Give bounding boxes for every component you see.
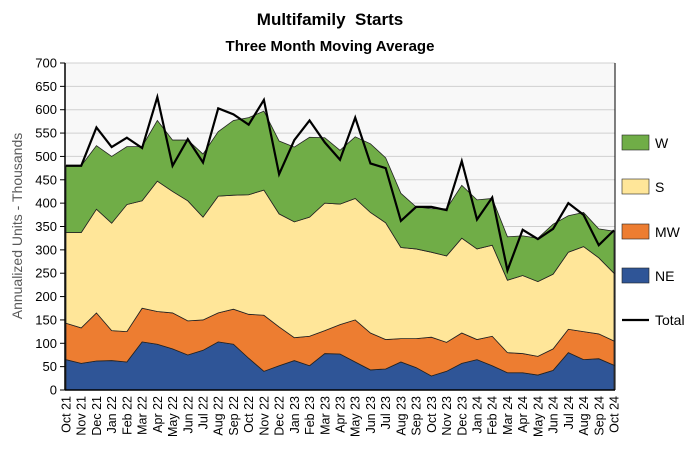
x-tick-label: Nov 22 (257, 396, 271, 436)
y-tick-label: 450 (35, 172, 57, 187)
x-tick-label: Nov 23 (440, 396, 454, 436)
x-tick-label: Mar 24 (501, 396, 515, 435)
x-tick-label: Jun 24 (547, 396, 561, 434)
x-tick-label: Jul 23 (379, 396, 393, 429)
y-tick-label: 300 (35, 242, 57, 257)
x-tick-label: Oct 23 (425, 396, 439, 433)
x-tick-label: Feb 24 (486, 396, 500, 435)
x-tick-label: Jan 24 (471, 396, 485, 434)
y-axis-label: Annualized Units - Thousands (9, 133, 25, 320)
y-tick-label: 400 (35, 196, 57, 211)
legend-label-s: S (655, 179, 664, 195)
x-tick-label: Dec 22 (273, 396, 287, 436)
y-tick-label: 200 (35, 289, 57, 304)
y-tick-label: 0 (50, 383, 57, 398)
x-tick-label: May 24 (531, 396, 545, 437)
x-tick-label: Jan 23 (288, 396, 302, 434)
x-tick-label: Jun 22 (181, 396, 195, 434)
x-tick-label: Sep 23 (410, 396, 424, 436)
x-tick-label: Sep 24 (592, 396, 606, 436)
legend-label-mw: MW (655, 224, 681, 240)
y-tick-label: 100 (35, 336, 57, 351)
y-tick-label: 550 (35, 126, 57, 141)
legend-swatch-ne (621, 267, 650, 284)
x-tick-label: Mar 23 (318, 396, 332, 435)
x-tick-label: Feb 23 (303, 396, 317, 435)
x-tick-label: Aug 22 (212, 396, 226, 436)
x-tick-label: Oct 22 (242, 396, 256, 433)
legend-swatch-s (621, 178, 650, 195)
x-tick-label: Apr 23 (334, 396, 348, 433)
x-tick-label: Dec 21 (90, 396, 104, 436)
x-tick-label: Feb 22 (120, 396, 134, 435)
x-tick-label: Apr 22 (151, 396, 165, 433)
chart-subtitle: Three Month Moving Average (226, 38, 435, 55)
total-line (66, 92, 615, 275)
y-tick-label: 700 (35, 56, 57, 71)
x-tick-label: Mar 22 (136, 396, 150, 435)
y-tick-label: 600 (35, 102, 57, 117)
x-tick-label: Apr 24 (516, 396, 530, 433)
chart-title: Multifamily Starts (257, 10, 403, 29)
x-tick-label: Jul 22 (197, 396, 211, 429)
y-tick-label: 150 (35, 312, 57, 327)
x-tick-label: Jul 24 (562, 396, 576, 429)
y-tick-label: 350 (35, 219, 57, 234)
x-tick-label: May 23 (349, 396, 363, 437)
legend-swatch-w (621, 134, 650, 151)
y-tick-label: 50 (43, 359, 57, 374)
x-tick-label: Jun 23 (364, 396, 378, 434)
x-tick-label: Jan 22 (105, 396, 119, 434)
x-tick-label: Dec 23 (455, 396, 469, 436)
legend-label-ne: NE (655, 268, 674, 284)
legend-swatch-mw (621, 223, 650, 240)
x-tick-label: May 22 (166, 396, 180, 437)
x-tick-label: Oct 21 (60, 396, 74, 433)
y-tick-label: 250 (35, 266, 57, 281)
x-tick-label: Aug 24 (577, 396, 591, 436)
y-tick-label: 500 (35, 149, 57, 164)
x-tick-label: Sep 22 (227, 396, 241, 436)
x-tick-label: Nov 21 (75, 396, 89, 436)
y-tick-label: 650 (35, 79, 57, 94)
x-tick-label: Aug 23 (394, 396, 408, 436)
x-tick-label: Oct 24 (608, 396, 622, 433)
legend-label-total: Total (655, 312, 685, 328)
legend-label-w: W (655, 135, 669, 151)
